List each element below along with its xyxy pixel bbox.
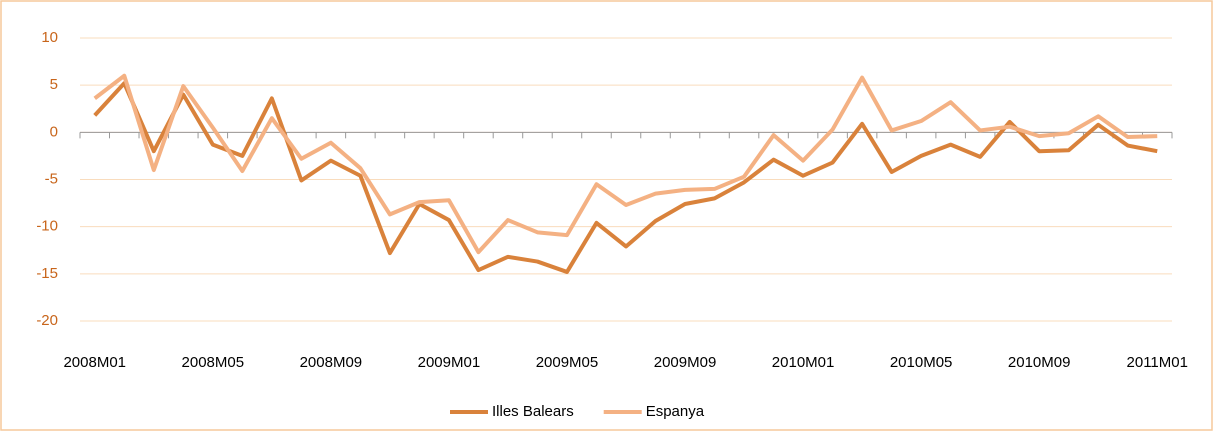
x-tick-label: 2011M01: [1127, 354, 1188, 371]
series-line: [93, 73, 1158, 255]
y-tick-label: -5: [45, 170, 58, 187]
y-tick-label: -10: [36, 218, 58, 235]
y-tick-label: 5: [50, 76, 58, 93]
x-tick-label: 2008M05: [182, 354, 245, 371]
y-tick-label: -20: [36, 312, 58, 329]
x-tick-label: 2010M05: [890, 354, 953, 371]
y-tick-label: 0: [50, 123, 58, 140]
x-tick-label: 2009M01: [418, 354, 481, 371]
x-tick-label: 2008M09: [300, 354, 363, 371]
legend-label: Illes Balears: [492, 403, 574, 420]
y-tick-label: 10: [41, 29, 58, 46]
x-tick-label: 2009M09: [654, 354, 717, 371]
x-tick-label: 2010M09: [1008, 354, 1071, 371]
x-tick-label: 2010M01: [772, 354, 835, 371]
legend-label: Espanya: [646, 403, 705, 420]
series-line: [93, 81, 1158, 274]
y-tick-label: -15: [36, 265, 58, 282]
x-tick-label: 2008M01: [63, 354, 126, 371]
x-tick-label: 2009M05: [536, 354, 599, 371]
